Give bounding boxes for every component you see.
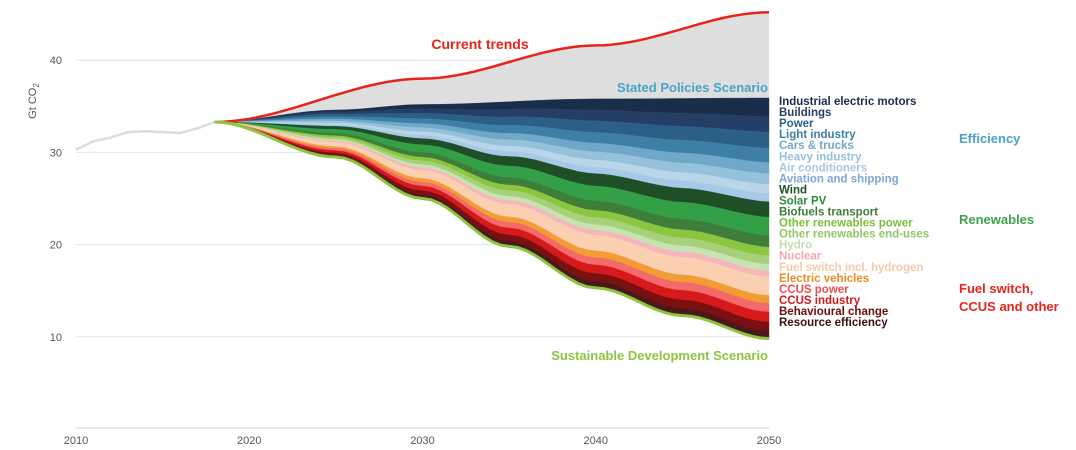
group-label: Efficiency (959, 131, 1021, 146)
x-tick-label: 2050 (757, 435, 781, 447)
series-label: Nuclear (779, 251, 822, 263)
series-label: Resource efficiency (779, 317, 888, 329)
series-labels: Current trends Stated Policies Scenario Su… (431, 36, 929, 363)
current-trends-label: Current trends (431, 36, 528, 52)
y-tick-label: 40 (50, 55, 62, 67)
series-label: CCUS power (779, 284, 849, 296)
series-label: Cars & trucks (779, 140, 854, 152)
y-tick-label: 10 (50, 332, 62, 344)
y-axis-label: Gt CO2 (27, 83, 41, 119)
sustainable-development-line (214, 120, 770, 341)
group-label: Renewables (959, 212, 1034, 227)
series-label: Biofuels transport (779, 207, 878, 219)
scenario-lines (75, 11, 770, 341)
sustainable-development-label: Sustainable Development Scenario (551, 348, 768, 363)
y-tick-label: 30 (50, 147, 62, 159)
series-label: Power (779, 118, 814, 130)
series-label: Other renewables power (779, 218, 913, 230)
series-label: Heavy industry (779, 151, 862, 163)
series-label: Aviation and shipping (779, 173, 899, 185)
series-label: Other renewables end-uses (779, 229, 929, 241)
series-label: Fuel switch incl. hydrogen (779, 262, 923, 274)
series-label: Air conditioners (779, 162, 867, 174)
series-label: Industrial electric motors (779, 96, 916, 108)
stated-policies-label: Stated Policies Scenario (617, 80, 768, 95)
group-label: Fuel switch, (959, 281, 1033, 296)
series-label: Buildings (779, 107, 831, 119)
series-label: Electric vehicles (779, 273, 869, 285)
series-label: Wind (779, 184, 807, 196)
series-label: Solar PV (779, 195, 827, 207)
x-tick-label: 2020 (237, 435, 261, 447)
x-tick-label: 2040 (584, 435, 608, 447)
x-tick-label: 2010 (64, 435, 88, 447)
group-labels: Efficiency Renewables Fuel switch, CCUS and… (959, 131, 1059, 314)
y-axis-label-subscript: 2 (32, 83, 41, 88)
wedge-areas (214, 12, 770, 339)
x-tick-label: 2030 (410, 435, 434, 447)
historical-emissions-line (75, 120, 216, 151)
series-label: Hydro (779, 240, 812, 252)
group-label: CCUS and other (959, 299, 1059, 314)
y-tick-label: 20 (50, 240, 62, 252)
current-trends-line (214, 11, 770, 124)
series-label: CCUS industry (779, 295, 861, 307)
series-label: Behavioural change (779, 306, 888, 318)
series-label: Light industry (779, 129, 856, 141)
